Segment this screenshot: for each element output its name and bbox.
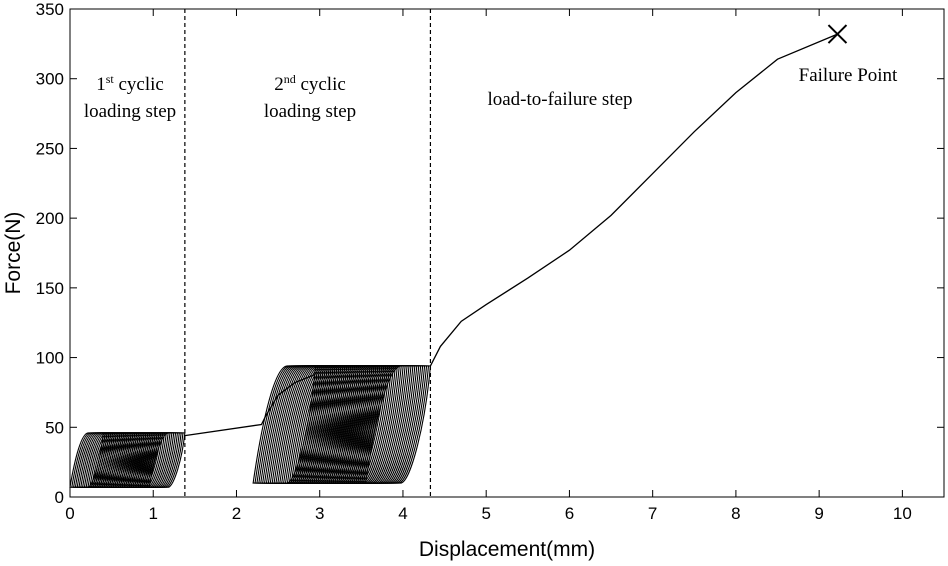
y-tick-label: 150 bbox=[36, 279, 64, 298]
x-tick-label: 7 bbox=[648, 504, 657, 523]
x-tick-label: 9 bbox=[814, 504, 823, 523]
x-axis-label: Displacement(mm) bbox=[419, 538, 595, 561]
x-tick-label: 6 bbox=[565, 504, 574, 523]
y-axis-label: Force(N) bbox=[2, 212, 25, 295]
failure-point-label: Failure Point bbox=[799, 65, 898, 86]
y-tick-label: 100 bbox=[36, 349, 64, 368]
x-tick-label: 8 bbox=[731, 504, 740, 523]
x-tick-label: 3 bbox=[315, 504, 324, 523]
step2-label-line2: loading step bbox=[264, 101, 356, 122]
y-tick-label: 0 bbox=[55, 488, 64, 507]
force-curves bbox=[69, 9, 848, 497]
annotations: 1st cyclic loading step 2nd cyclic loading … bbox=[84, 65, 898, 122]
x-tick-label: 5 bbox=[481, 504, 490, 523]
y-tick-label: 250 bbox=[36, 139, 64, 158]
failure-marker bbox=[827, 24, 848, 44]
step2-label-line1: 2nd cyclic bbox=[274, 72, 346, 95]
y-tick-label: 50 bbox=[45, 418, 64, 437]
step3-label: load-to-failure step bbox=[487, 89, 632, 110]
x-tick-label: 0 bbox=[65, 504, 74, 523]
transition-curve bbox=[184, 373, 316, 437]
plot-area-frame bbox=[69, 8, 945, 498]
y-tick-label: 350 bbox=[36, 0, 64, 19]
x-tick-label: 2 bbox=[232, 504, 241, 523]
y-tick-label: 300 bbox=[36, 70, 64, 89]
x-tick-label: 4 bbox=[398, 504, 407, 523]
y-tick-label: 200 bbox=[36, 209, 64, 228]
load-to-failure-curve bbox=[429, 33, 838, 367]
cyclic-loop-step1 bbox=[148, 432, 186, 488]
step1-label-line1: 1st cyclic bbox=[96, 72, 164, 95]
x-tick-label: 10 bbox=[893, 504, 912, 523]
x-tick-label: 1 bbox=[149, 504, 158, 523]
step1-label-line2: loading step bbox=[84, 101, 176, 122]
